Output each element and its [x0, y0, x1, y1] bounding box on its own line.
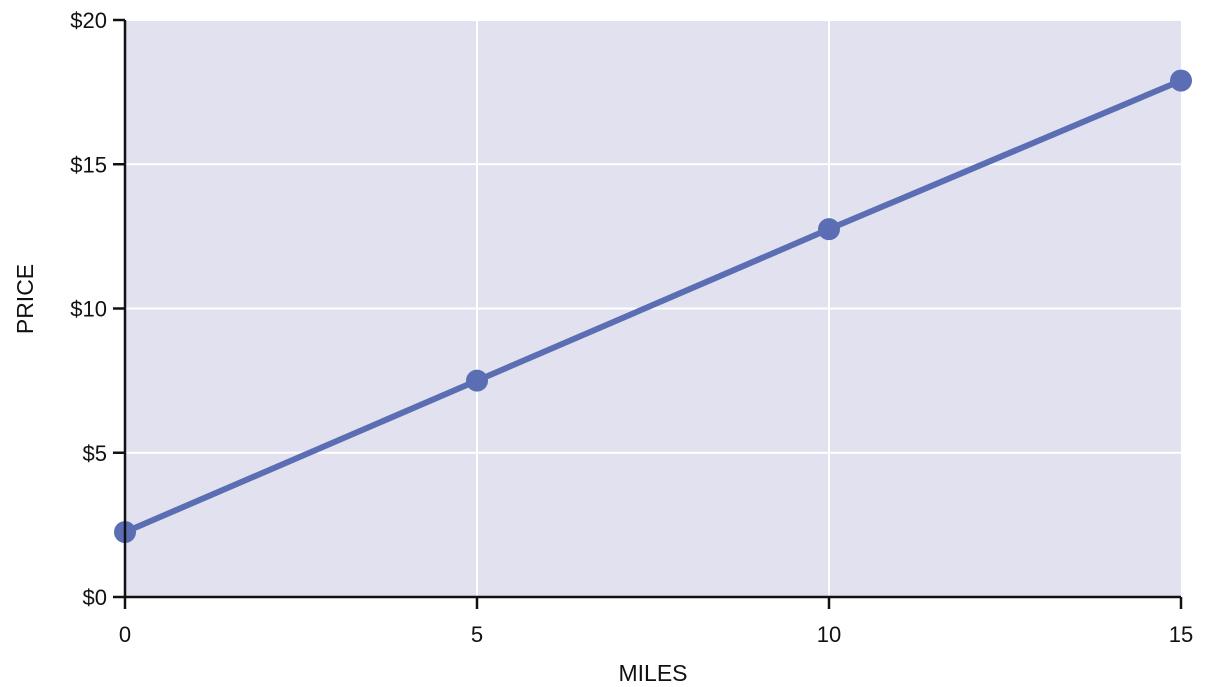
ticks: $0 $5 $10 $15 $20 0 5 10 15 [70, 8, 1193, 647]
x-tick-label: 10 [817, 622, 841, 647]
y-tick-label: $5 [83, 441, 107, 466]
x-axis-title: MILES [618, 660, 687, 686]
x-tick-label: 15 [1169, 622, 1193, 647]
gridlines [125, 19, 1181, 597]
y-tick-label: $0 [83, 585, 107, 610]
y-tick-label: $15 [70, 152, 107, 177]
x-tick-label: 5 [471, 622, 483, 647]
data-point [818, 218, 840, 241]
series-line [122, 77, 1184, 536]
y-tick-label: $20 [70, 8, 107, 33]
y-axis-title: PRICE [12, 264, 38, 334]
y-tick-label: $10 [70, 297, 107, 322]
data-point [1170, 69, 1192, 92]
x-tick-label: 0 [119, 622, 131, 647]
data-point [466, 369, 488, 392]
